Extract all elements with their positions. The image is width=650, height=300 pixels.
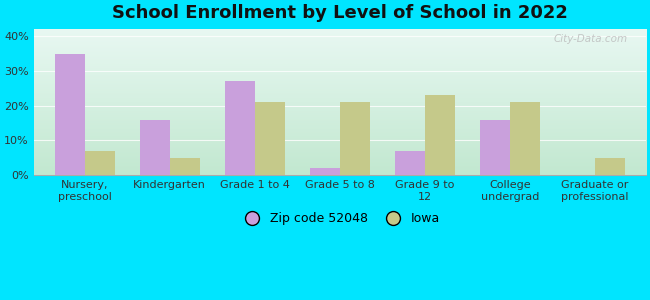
Bar (140, 119, 170, 175)
Text: City-Data.com: City-Data.com (553, 34, 627, 44)
Bar (170, 158, 200, 175)
Bar (595, 158, 625, 175)
Bar (55, 54, 84, 175)
Bar (255, 102, 285, 175)
Legend: Zip code 52048, Iowa: Zip code 52048, Iowa (235, 207, 445, 230)
Bar (310, 168, 340, 175)
Title: School Enrollment by Level of School in 2022: School Enrollment by Level of School in … (112, 4, 567, 22)
Bar (84, 151, 114, 175)
Bar (225, 81, 255, 175)
Bar (480, 119, 510, 175)
Bar (340, 102, 370, 175)
Bar (510, 102, 540, 175)
Bar (395, 151, 425, 175)
Bar (425, 95, 454, 175)
